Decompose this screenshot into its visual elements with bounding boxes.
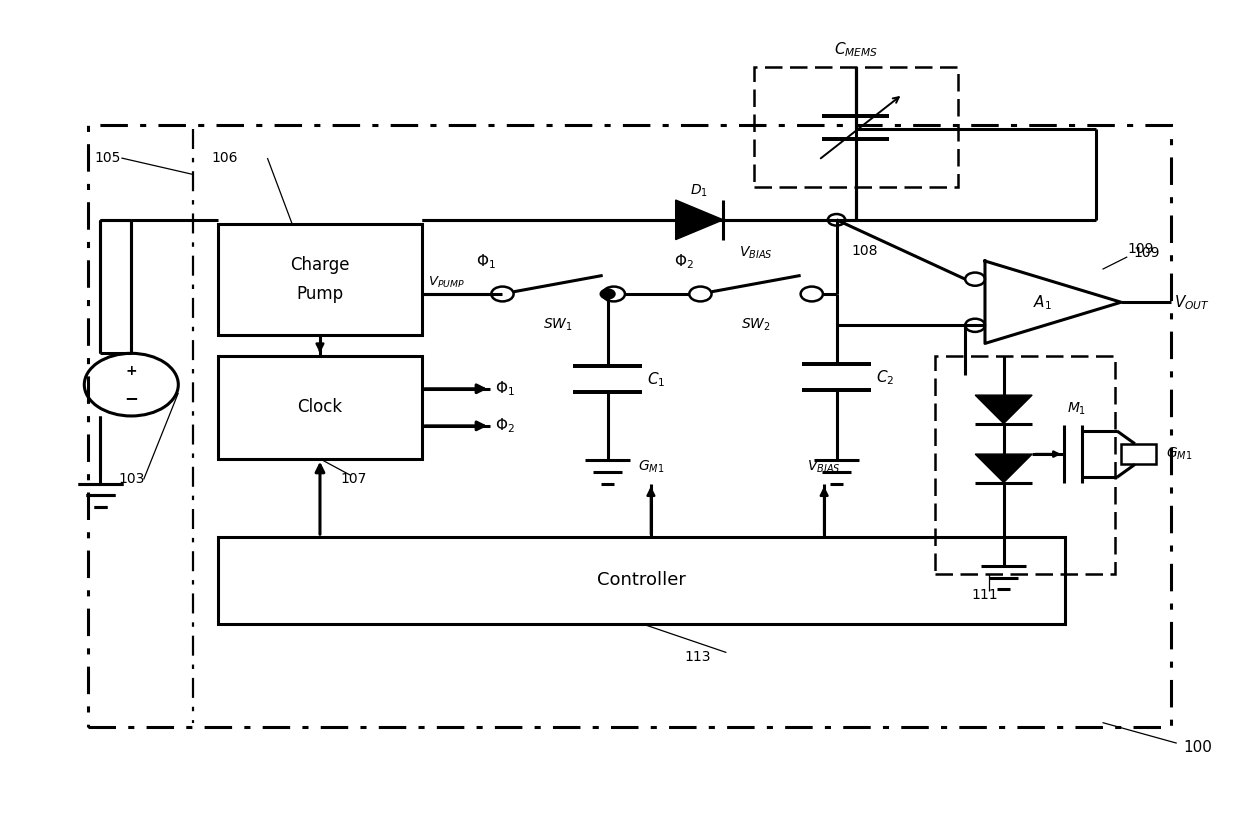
Text: $A_1$: $A_1$ — [1033, 293, 1052, 312]
Text: $C_1$: $C_1$ — [647, 370, 666, 389]
Text: 106: 106 — [212, 151, 238, 165]
Text: $G_{M1}$: $G_{M1}$ — [637, 459, 665, 476]
Text: $C_{MEMS}$: $C_{MEMS}$ — [833, 40, 878, 59]
Text: Charge: Charge — [290, 256, 350, 274]
Bar — [218, 356, 422, 459]
Text: $SW_1$: $SW_1$ — [543, 316, 573, 332]
Text: Controller: Controller — [598, 571, 686, 590]
Bar — [218, 537, 1065, 624]
Text: $\Phi_1$: $\Phi_1$ — [476, 252, 496, 271]
Bar — [754, 67, 957, 187]
Text: $G_{M1}$: $G_{M1}$ — [1166, 446, 1192, 462]
Text: 109: 109 — [1127, 241, 1153, 256]
Text: 100: 100 — [1183, 740, 1211, 755]
Text: $V_{BIAS}$: $V_{BIAS}$ — [807, 459, 841, 476]
Text: $\Phi_2$: $\Phi_2$ — [495, 417, 515, 435]
Text: Pump: Pump — [296, 285, 343, 304]
Bar — [218, 224, 422, 335]
Bar — [88, 125, 1171, 727]
Text: Clock: Clock — [298, 399, 342, 416]
Circle shape — [600, 289, 615, 299]
Polygon shape — [676, 200, 723, 240]
Text: 108: 108 — [852, 244, 878, 258]
Text: $\Phi_2$: $\Phi_2$ — [675, 252, 694, 271]
Text: 113: 113 — [684, 650, 711, 663]
Polygon shape — [975, 454, 1032, 482]
Text: −: − — [124, 389, 138, 407]
Polygon shape — [975, 395, 1032, 423]
Text: $\Phi_1$: $\Phi_1$ — [495, 380, 515, 398]
Text: 109: 109 — [1133, 246, 1159, 260]
Text: $SW_2$: $SW_2$ — [742, 316, 771, 332]
Text: $D_1$: $D_1$ — [691, 183, 708, 199]
Bar — [935, 356, 1115, 574]
Text: $V_{BIAS}$: $V_{BIAS}$ — [739, 245, 773, 261]
Text: +: + — [125, 365, 138, 379]
Text: 107: 107 — [341, 472, 367, 486]
Text: $V_{PUMP}$: $V_{PUMP}$ — [428, 275, 465, 290]
Text: $C_2$: $C_2$ — [877, 368, 894, 386]
Text: 111: 111 — [971, 588, 998, 602]
Text: $V_{OUT}$: $V_{OUT}$ — [1174, 293, 1210, 312]
Text: 105: 105 — [94, 151, 120, 165]
Bar — [1121, 444, 1156, 465]
Text: $M_1$: $M_1$ — [1066, 400, 1086, 417]
Text: 103: 103 — [119, 472, 145, 486]
